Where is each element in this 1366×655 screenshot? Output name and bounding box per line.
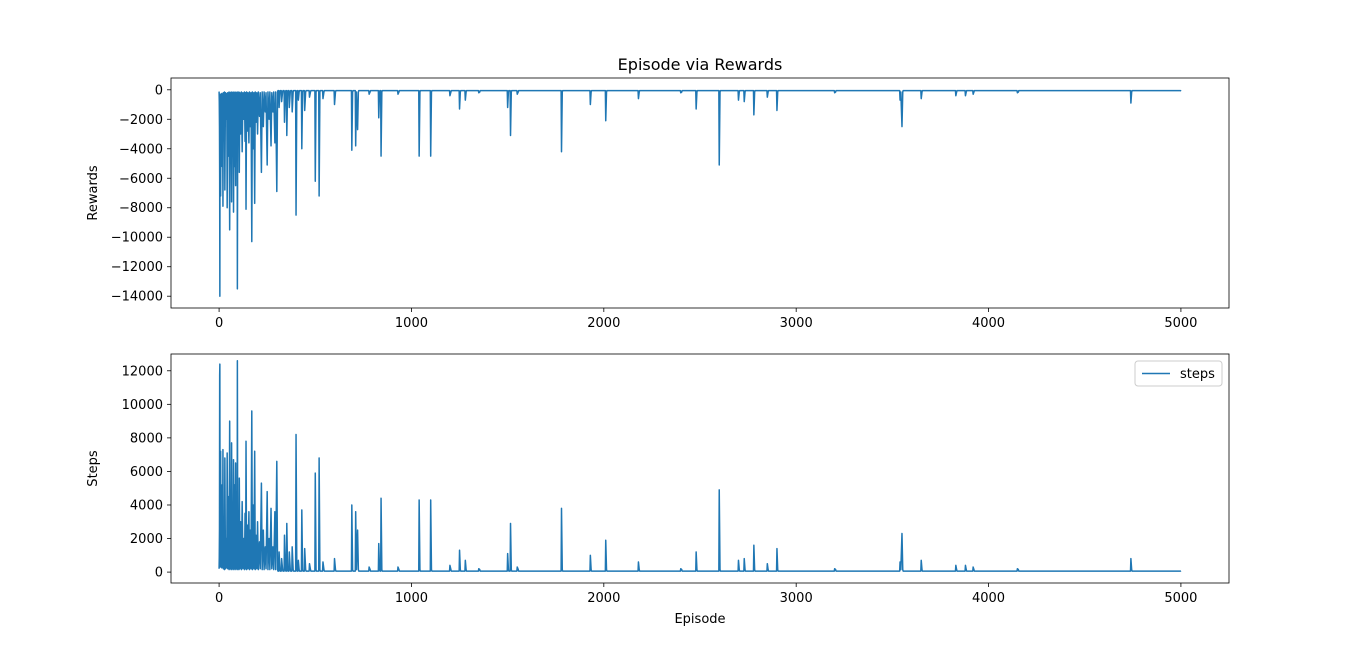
y-tick-label: −4000 bbox=[119, 142, 163, 157]
x-tick-label: 4000 bbox=[972, 316, 1005, 331]
y-tick-label: 2000 bbox=[130, 532, 163, 547]
x-axis-label: Episode bbox=[674, 612, 725, 627]
x-tick-label: 3000 bbox=[780, 316, 813, 331]
x-tick-label: 5000 bbox=[1164, 316, 1197, 331]
y-tick-label: 0 bbox=[155, 83, 163, 98]
series-line bbox=[218, 89, 1182, 297]
y-tick-label: 12000 bbox=[122, 364, 163, 379]
y-tick-label: −14000 bbox=[111, 290, 163, 305]
series-line bbox=[218, 359, 1182, 572]
legend-box bbox=[1134, 360, 1223, 387]
y-tick-label: 8000 bbox=[130, 431, 163, 446]
y-tick-label: 0 bbox=[155, 566, 163, 581]
y-tick-label: 4000 bbox=[130, 498, 163, 513]
x-tick-label: 2000 bbox=[587, 316, 620, 331]
y-tick-label: −8000 bbox=[119, 201, 163, 216]
y-tick-label: −10000 bbox=[111, 231, 163, 246]
x-tick-label: 2000 bbox=[587, 591, 620, 606]
y-tick-label: −12000 bbox=[111, 260, 163, 275]
x-tick-label: 0 bbox=[215, 591, 223, 606]
chart-title: Episode via Rewards bbox=[618, 55, 783, 74]
steps-subplot: 0 1000 2000 3000 4000 5000 0 2000 4000 6000 8000 10… bbox=[86, 353, 1230, 627]
x-tick-label: 0 bbox=[215, 316, 223, 331]
y-axis-label: Rewards bbox=[86, 165, 101, 220]
y-axis-label: Steps bbox=[86, 450, 101, 487]
y-tick-label: 10000 bbox=[122, 398, 163, 413]
x-tick-label: 4000 bbox=[972, 591, 1005, 606]
x-tick-label: 5000 bbox=[1164, 591, 1197, 606]
y-tick-label: −6000 bbox=[119, 172, 163, 187]
plot-frame bbox=[170, 77, 1230, 309]
y-tick-label: −2000 bbox=[119, 113, 163, 128]
x-tick-label: 1000 bbox=[395, 591, 428, 606]
y-tick-label: 6000 bbox=[130, 465, 163, 480]
legend-label: steps bbox=[1180, 367, 1215, 382]
rewards-subplot: 0 1000 2000 3000 4000 5000 0 −2000 −4000 −6000 −80… bbox=[86, 77, 1230, 331]
x-tick-label: 3000 bbox=[780, 591, 813, 606]
x-tick-label: 1000 bbox=[395, 316, 428, 331]
plot-frame bbox=[170, 353, 1230, 584]
